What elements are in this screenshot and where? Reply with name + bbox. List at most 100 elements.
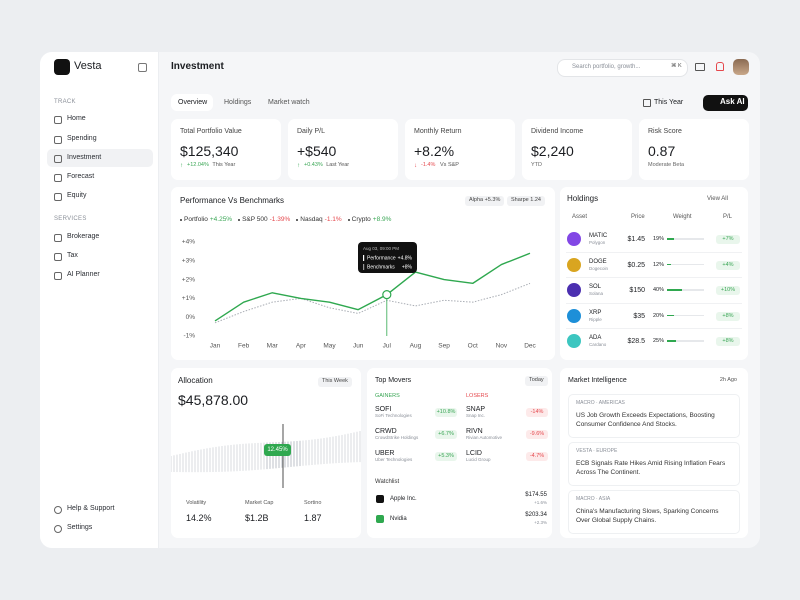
bell-icon[interactable]: [716, 62, 724, 71]
nav-icon[interactable]: [54, 174, 62, 182]
avatar[interactable]: [733, 59, 749, 75]
weight-track: [667, 340, 704, 342]
asset-symbol: SOL: [589, 284, 602, 290]
asset-symbol: ADA: [589, 335, 602, 341]
stat-label: Market Cap: [245, 500, 274, 506]
nav-item[interactable]: Spending: [67, 135, 97, 142]
mail-icon[interactable]: [695, 63, 705, 71]
nav-item[interactable]: Brokerage: [67, 233, 100, 240]
kpi-change: +0.43%: [304, 162, 323, 168]
tooltip-value: +8%: [402, 264, 413, 270]
nav-item[interactable]: Home: [67, 115, 86, 122]
nav-icon[interactable]: [54, 155, 62, 163]
period-select[interactable]: This Year: [654, 99, 684, 106]
nav-icon[interactable]: [54, 116, 62, 124]
tab[interactable]: Overview: [178, 99, 208, 106]
view-all[interactable]: View All: [707, 196, 728, 202]
nav-icon[interactable]: [54, 525, 62, 533]
kpi-value: +8.2%: [414, 143, 455, 159]
legend-item: Crypto +8.9%: [347, 216, 391, 224]
mover-symbol: SNAP: [466, 406, 486, 413]
x-tick-label: Nov: [496, 343, 508, 350]
watch-price: $174.55: [525, 492, 547, 498]
nav-item[interactable]: AI Planner: [67, 271, 100, 278]
kpi-label: Daily P/L: [297, 128, 326, 135]
chart-badge: Alpha +5.3%: [465, 196, 505, 206]
movers-title: Top Movers: [375, 377, 412, 384]
nav-item[interactable]: Help & Support: [67, 505, 115, 512]
weight-bar: [667, 238, 675, 240]
nav-icon[interactable]: [54, 136, 62, 144]
news-item[interactable]: [568, 394, 740, 438]
column-header: Asset: [572, 214, 588, 220]
alloc-badge: 12.45%: [264, 444, 291, 456]
ask-label[interactable]: Ask AI: [720, 97, 745, 106]
mover-change: -9.6%: [526, 430, 548, 439]
asset-icon: [567, 257, 581, 272]
search-box[interactable]: [557, 59, 688, 77]
tab[interactable]: Market watch: [268, 99, 310, 106]
legend-name: Nasdaq: [300, 216, 323, 223]
weight-track: [667, 289, 704, 291]
asset-symbol: MATIC: [589, 233, 608, 239]
intelligence-card: Market Intelligence 2h Ago MACRO · AMERICA…: [560, 368, 748, 538]
news-item[interactable]: [568, 442, 740, 486]
kpi-label: Risk Score: [648, 128, 682, 135]
nav-icon[interactable]: [54, 253, 62, 261]
x-tick-label: Mar: [267, 343, 279, 350]
y-tick-label: +3%: [182, 258, 195, 265]
pl-pill: +8%: [716, 337, 740, 346]
kpi-arrow: ↓: [414, 163, 417, 169]
nav-icon[interactable]: [54, 506, 62, 514]
nav-icon[interactable]: [54, 193, 62, 201]
weight-track: [667, 314, 704, 316]
row-divider: [566, 277, 742, 278]
x-tick-label: Jan: [210, 343, 221, 350]
page-title: Investment: [171, 61, 224, 72]
search-placeholder[interactable]: Search portfolio, growth...: [572, 64, 641, 70]
stat-value: 1.87: [304, 513, 322, 523]
news-headline: US Job Growth Exceeds Expectations, Boos…: [576, 412, 715, 429]
tab[interactable]: Holdings: [224, 99, 252, 106]
y-tick-label: +2%: [182, 276, 195, 283]
ask-button[interactable]: [703, 95, 748, 111]
nav-item[interactable]: Forecast: [67, 173, 95, 180]
nav-item[interactable]: Investment: [67, 154, 102, 161]
logo: [54, 59, 70, 75]
intelligence-title: Market Intelligence: [568, 377, 627, 384]
news-item[interactable]: [568, 490, 740, 534]
performance-chart: +4% +3% +2% +1% 0% -1% Jan Feb Mar Apr May Jun Jul Au…: [182, 239, 537, 350]
nav-item[interactable]: Settings: [67, 524, 93, 531]
weight-bar: [667, 263, 672, 265]
mover-name: Lucid Group: [466, 457, 491, 462]
nav-item[interactable]: Equity: [67, 192, 87, 199]
asset-name: Polygon: [589, 240, 606, 245]
asset-symbol: XRP: [589, 309, 602, 316]
x-tick-label: Dec: [524, 343, 536, 350]
row-divider: [566, 251, 742, 253]
kpi-value: +$540: [297, 143, 337, 159]
kpi-change: -1.4%: [421, 162, 436, 168]
kpi-card: Daily P/L +$540 ↑ +0.43% Last Year: [288, 119, 398, 180]
x-tick-label: Aug: [410, 343, 422, 350]
allocation-chart: [171, 424, 361, 488]
weight-label: 19%: [653, 236, 665, 242]
kpi-card: Monthly Return +8.2% ↓ -1.4% Vs S&P: [405, 119, 515, 180]
legend-dot: [296, 219, 299, 222]
watchlist-title: Watchlist: [375, 479, 400, 485]
asset-icon: [567, 232, 581, 246]
mover-symbol: LCID: [466, 450, 482, 457]
y-tick-label: -1%: [183, 333, 195, 340]
kpi-value: 0.87: [648, 143, 676, 159]
weight-track: [667, 263, 704, 265]
weight-label: 40%: [653, 287, 665, 293]
x-tick-label: Feb: [238, 343, 250, 350]
nav-item[interactable]: Tax: [67, 252, 78, 259]
collapse-icon[interactable]: [138, 63, 147, 72]
x-tick-label: Apr: [296, 343, 307, 350]
weight-label: 12%: [653, 261, 665, 268]
nav-icon[interactable]: [54, 234, 62, 242]
nav-icon[interactable]: [54, 272, 62, 280]
news-tag: VESTA · EUROPE: [576, 448, 618, 454]
weight-label: 20%: [653, 312, 665, 319]
